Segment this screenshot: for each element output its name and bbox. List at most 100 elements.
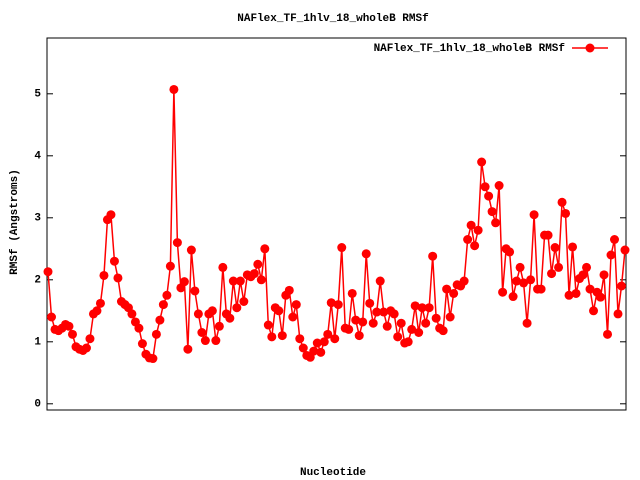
data-point xyxy=(473,225,483,235)
y-axis-label: RMSf (Angstroms) xyxy=(9,169,21,275)
data-point xyxy=(620,245,630,255)
data-point xyxy=(470,241,480,251)
data-point xyxy=(298,343,308,353)
data-point xyxy=(260,244,270,254)
y-tick-label: 2 xyxy=(34,275,41,287)
data-point xyxy=(522,318,532,328)
data-point xyxy=(557,197,567,207)
data-point xyxy=(207,306,217,316)
data-point xyxy=(162,290,172,300)
data-point xyxy=(179,277,189,287)
data-point xyxy=(277,331,287,341)
data-point xyxy=(438,326,448,336)
data-point xyxy=(158,300,168,310)
data-point xyxy=(253,259,263,269)
data-point xyxy=(585,284,595,294)
y-tick-label: 1 xyxy=(34,337,41,349)
y-tick-label: 3 xyxy=(34,213,41,225)
data-point xyxy=(172,238,182,248)
x-axis-label: Nucleotide xyxy=(300,467,366,479)
data-point xyxy=(543,230,553,240)
data-point xyxy=(193,309,203,319)
data-point xyxy=(232,303,242,313)
data-point xyxy=(263,320,273,330)
data-point xyxy=(361,249,371,259)
data-point xyxy=(295,334,305,344)
data-point xyxy=(67,329,77,339)
data-point xyxy=(375,276,385,286)
legend-marker xyxy=(585,43,595,53)
data-point xyxy=(351,315,361,325)
data-point xyxy=(428,251,438,261)
data-point xyxy=(498,287,508,297)
data-point xyxy=(410,301,420,311)
data-point xyxy=(403,337,413,347)
data-point xyxy=(344,324,354,334)
data-point xyxy=(487,207,497,217)
data-point xyxy=(228,276,238,286)
data-point xyxy=(421,318,431,328)
data-point xyxy=(596,292,606,302)
data-point xyxy=(578,270,588,280)
data-point xyxy=(291,300,301,310)
data-point xyxy=(414,328,424,337)
data-point xyxy=(610,235,620,244)
data-point xyxy=(218,262,228,272)
data-point xyxy=(113,273,123,283)
data-point xyxy=(46,312,56,322)
data-point xyxy=(519,278,529,288)
legend-label: NAFlex_TF_1hlv_18_wholeB RMSf xyxy=(374,43,566,55)
data-point xyxy=(137,339,147,349)
data-point xyxy=(477,157,487,167)
data-point xyxy=(354,331,364,341)
data-point xyxy=(564,290,574,300)
data-point xyxy=(515,262,525,272)
data-point xyxy=(337,243,347,253)
data-point xyxy=(330,334,340,344)
data-point xyxy=(64,321,74,331)
data-point xyxy=(92,306,102,316)
data-point xyxy=(155,315,165,325)
data-point xyxy=(151,329,161,339)
data-point xyxy=(379,307,389,317)
data-point xyxy=(81,343,91,353)
data-point xyxy=(274,306,284,316)
data-point xyxy=(148,354,158,364)
data-point xyxy=(249,269,259,279)
data-point xyxy=(190,286,200,296)
data-point xyxy=(256,275,266,285)
data-point xyxy=(393,332,403,342)
data-point xyxy=(617,281,627,291)
data-point xyxy=(372,307,382,317)
data-point xyxy=(106,210,116,220)
y-tick-label: 4 xyxy=(34,151,41,163)
data-point xyxy=(288,312,298,322)
data-point xyxy=(424,303,434,313)
data-point xyxy=(442,284,452,294)
data-point xyxy=(407,324,417,334)
data-point xyxy=(127,309,137,319)
data-point xyxy=(309,346,319,356)
series-line xyxy=(47,89,626,360)
data-point xyxy=(225,313,235,323)
data-point xyxy=(333,300,343,310)
data-point xyxy=(267,332,277,342)
data-point xyxy=(449,288,459,298)
data-point xyxy=(505,247,515,257)
data-point xyxy=(396,318,406,328)
data-point xyxy=(134,323,144,333)
data-point xyxy=(235,276,245,286)
data-point xyxy=(554,262,564,272)
data-point xyxy=(480,182,490,192)
y-tick-label: 0 xyxy=(34,399,41,411)
data-point xyxy=(365,298,375,308)
data-point xyxy=(389,309,399,319)
data-point xyxy=(445,312,455,322)
data-point xyxy=(512,276,522,286)
data-point xyxy=(508,292,518,302)
plot-frame xyxy=(46,37,627,411)
data-point xyxy=(536,284,546,294)
data-point xyxy=(323,329,333,339)
data-point xyxy=(494,181,504,191)
